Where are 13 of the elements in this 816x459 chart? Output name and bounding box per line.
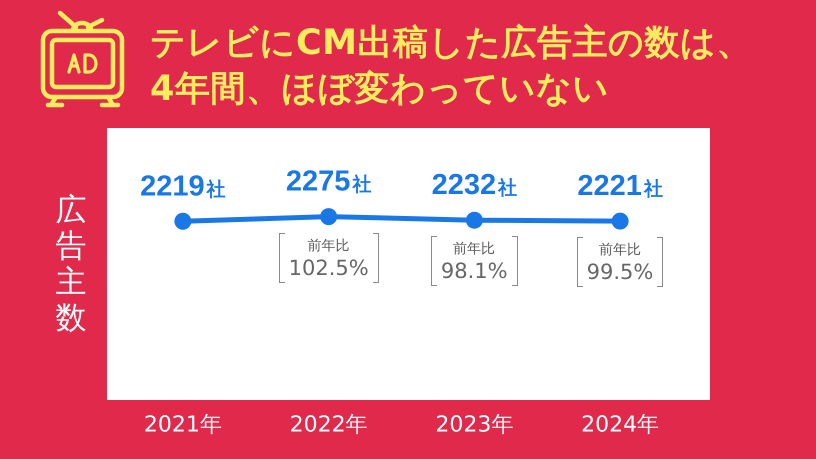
y-axis-title: 広告主数: [54, 192, 88, 336]
annotation: 前年比 99.5%: [586, 241, 654, 286]
annotation: 前年比 102.5%: [288, 236, 369, 282]
data-label: 2232社: [432, 169, 518, 202]
data-label: 2275社: [286, 166, 372, 198]
data-label: 2221社: [577, 170, 663, 202]
annotation: 前年比 98.1%: [440, 240, 508, 286]
chart-title: テレビにCM出稿した広告主の数は、 4年間、ほぼ変わっていない: [150, 22, 752, 111]
x-tick-label: 2024年: [581, 412, 660, 438]
data-label: 2219社: [140, 170, 226, 202]
x-tick-label: 2022年: [290, 412, 368, 438]
x-tick-label: 2021年: [144, 412, 222, 438]
x-tick-label: 2023年: [435, 412, 514, 438]
